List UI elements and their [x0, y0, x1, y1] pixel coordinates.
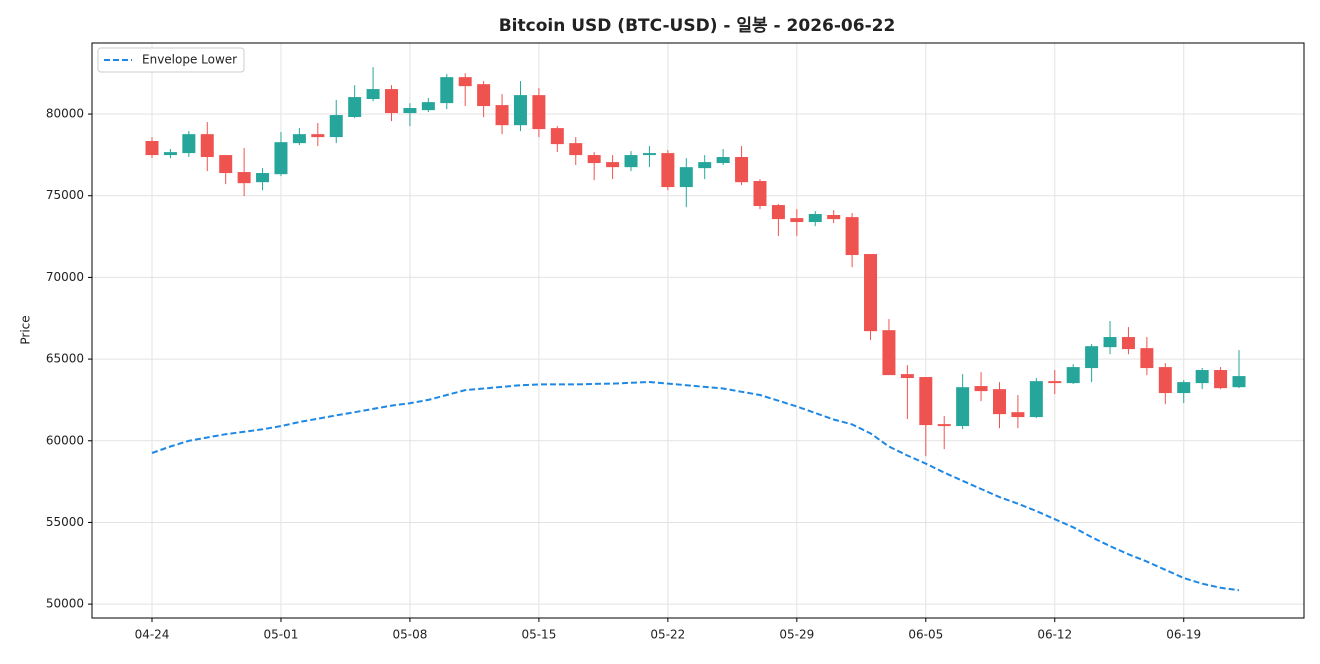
candle-body — [163, 152, 177, 156]
candle-body — [661, 153, 675, 188]
legend-label: Envelope Lower — [142, 53, 237, 67]
candle-body — [403, 108, 417, 114]
candle-body — [900, 374, 914, 379]
candle-body — [292, 134, 306, 144]
candle-body — [956, 387, 970, 427]
plot-frame — [91, 42, 1305, 619]
candle-body — [845, 217, 859, 256]
candle-body — [1029, 381, 1043, 418]
x-tick-label: 04-24 — [135, 628, 170, 642]
candle-body — [458, 77, 472, 87]
candle-body — [329, 115, 343, 138]
y-tick-label: 50000 — [46, 597, 84, 611]
candle-body — [495, 105, 509, 126]
candle-body — [1195, 370, 1209, 384]
candle-body — [679, 167, 693, 188]
grid: 50000 55000 60000 65000 70000 75000 80000 04-24… — [46, 43, 1304, 642]
candle-body — [790, 218, 804, 223]
y-axis-label: Price — [19, 315, 33, 344]
candle-body — [771, 205, 785, 220]
candle-body — [182, 134, 196, 154]
candle-body — [348, 97, 362, 117]
candle-body — [606, 162, 620, 168]
candle-body — [716, 157, 730, 164]
candle-body — [1085, 346, 1099, 369]
candle-body — [1158, 367, 1172, 394]
x-tick-label: 05-29 — [779, 628, 814, 642]
candle-body — [1140, 348, 1154, 369]
candle-body — [1103, 337, 1117, 348]
candle-body — [421, 102, 435, 111]
line-series — [151, 380, 1240, 592]
candle-body — [698, 162, 712, 169]
candle-body — [569, 143, 583, 156]
x-tick-label: 05-08 — [392, 628, 427, 642]
candle-body — [145, 141, 159, 156]
x-tick-label: 06-05 — [908, 628, 943, 642]
y-tick-label: 65000 — [46, 352, 84, 366]
candle-body — [1214, 370, 1228, 389]
candle-body — [1232, 376, 1246, 388]
x-tick-label: 05-15 — [521, 628, 556, 642]
candle-body — [624, 155, 638, 168]
candle-body — [550, 128, 564, 145]
candle-body — [256, 173, 270, 183]
candle-body — [274, 142, 288, 175]
candle-body — [1011, 412, 1025, 418]
candle-body — [311, 134, 325, 138]
candle-body — [237, 172, 251, 184]
y-tick-label: 80000 — [46, 107, 84, 121]
candle-body — [808, 214, 822, 223]
candle-body — [864, 254, 878, 332]
candle-body — [1066, 367, 1080, 384]
legend-box — [97, 47, 245, 73]
y-tick-label: 70000 — [46, 270, 84, 284]
candle-body — [827, 215, 841, 220]
candle-body — [992, 389, 1006, 415]
candle-body — [1121, 337, 1135, 350]
candle-body — [974, 386, 988, 392]
candle-body — [919, 377, 933, 426]
legend: Envelope Lower — [97, 47, 245, 73]
x-tick-label: 06-12 — [1037, 628, 1072, 642]
candle-body — [735, 157, 749, 183]
candle-body — [642, 153, 656, 156]
candle-body — [753, 181, 767, 207]
candle-body — [366, 89, 380, 100]
candle-body — [532, 95, 546, 130]
y-tick-label: 60000 — [46, 433, 84, 447]
y-tick-label: 55000 — [46, 515, 84, 529]
marks — [145, 67, 1246, 592]
x-tick-label: 06-19 — [1166, 628, 1201, 642]
candle-body — [219, 155, 233, 174]
candle-body — [477, 84, 491, 107]
candle-body — [200, 134, 214, 158]
candle-body — [587, 155, 601, 164]
candle-body — [1177, 382, 1191, 394]
candle-body — [440, 77, 454, 104]
candle-body — [882, 330, 896, 376]
candle-body — [937, 424, 951, 427]
candle-body — [385, 89, 399, 114]
candle-body — [1048, 381, 1062, 384]
x-tick-label: 05-22 — [650, 628, 685, 642]
x-tick-label: 05-01 — [264, 628, 299, 642]
chart-title: Bitcoin USD (BTC-USD) - 일봉 - 2026-06-22 — [499, 16, 896, 36]
candle-body — [513, 95, 527, 126]
y-tick-label: 75000 — [46, 188, 84, 202]
